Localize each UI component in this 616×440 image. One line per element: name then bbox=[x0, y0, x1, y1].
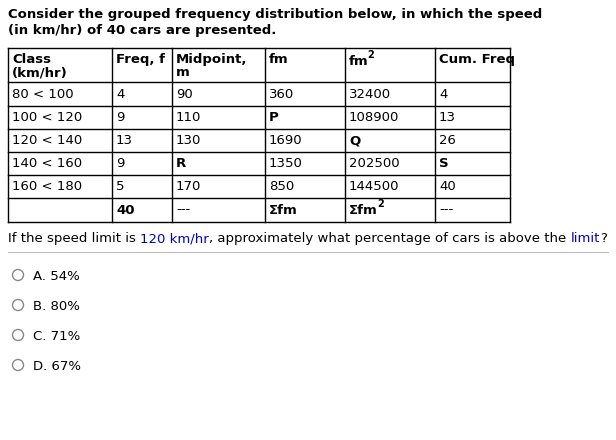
Text: 120 km/hr: 120 km/hr bbox=[140, 232, 209, 245]
Text: 2: 2 bbox=[367, 50, 374, 60]
Text: 26: 26 bbox=[439, 134, 456, 147]
Text: 202500: 202500 bbox=[349, 157, 400, 170]
Text: 1350: 1350 bbox=[269, 157, 303, 170]
Text: Σfm: Σfm bbox=[349, 203, 378, 216]
Text: Freq, f: Freq, f bbox=[116, 53, 165, 66]
Text: 9: 9 bbox=[116, 111, 124, 124]
Text: 108900: 108900 bbox=[349, 111, 399, 124]
Text: ---: --- bbox=[439, 203, 453, 216]
Text: 360: 360 bbox=[269, 88, 294, 100]
Text: Cum. Freq: Cum. Freq bbox=[439, 53, 515, 66]
Text: P: P bbox=[269, 111, 279, 124]
Text: 90: 90 bbox=[176, 88, 193, 100]
Text: Consider the grouped frequency distribution below, in which the speed: Consider the grouped frequency distribut… bbox=[8, 8, 542, 21]
Text: 140 < 160: 140 < 160 bbox=[12, 157, 82, 170]
Text: 2: 2 bbox=[377, 199, 384, 209]
Text: 13: 13 bbox=[116, 134, 133, 147]
Text: B. 80%: B. 80% bbox=[33, 300, 80, 313]
Text: C. 71%: C. 71% bbox=[33, 330, 80, 343]
Text: 1690: 1690 bbox=[269, 134, 302, 147]
Text: 32400: 32400 bbox=[349, 88, 391, 100]
Text: 160 < 180: 160 < 180 bbox=[12, 180, 82, 193]
Text: 120 < 140: 120 < 140 bbox=[12, 134, 83, 147]
Text: If the speed limit is: If the speed limit is bbox=[8, 232, 140, 245]
Text: A. 54%: A. 54% bbox=[33, 270, 79, 283]
Text: fm: fm bbox=[349, 55, 368, 67]
Text: S: S bbox=[439, 157, 448, 170]
Text: D. 67%: D. 67% bbox=[33, 360, 81, 373]
Text: m: m bbox=[176, 66, 190, 79]
Text: limit: limit bbox=[570, 232, 600, 245]
Text: 4: 4 bbox=[116, 88, 124, 100]
Text: 170: 170 bbox=[176, 180, 201, 193]
Text: 40: 40 bbox=[439, 180, 456, 193]
Text: (in km/hr) of 40 cars are presented.: (in km/hr) of 40 cars are presented. bbox=[8, 24, 277, 37]
Text: 80 < 100: 80 < 100 bbox=[12, 88, 74, 100]
Text: 110: 110 bbox=[176, 111, 201, 124]
Text: 130: 130 bbox=[176, 134, 201, 147]
Text: , approximately what percentage of cars is above the: , approximately what percentage of cars … bbox=[209, 232, 570, 245]
Text: ?: ? bbox=[600, 232, 607, 245]
Text: Class: Class bbox=[12, 53, 51, 66]
Text: 5: 5 bbox=[116, 180, 124, 193]
Text: 144500: 144500 bbox=[349, 180, 400, 193]
Text: 40: 40 bbox=[116, 203, 134, 216]
Text: 13: 13 bbox=[439, 111, 456, 124]
Text: Midpoint,: Midpoint, bbox=[176, 53, 248, 66]
Text: 9: 9 bbox=[116, 157, 124, 170]
Text: 100 < 120: 100 < 120 bbox=[12, 111, 83, 124]
Text: fm: fm bbox=[269, 53, 289, 66]
Text: R: R bbox=[176, 157, 186, 170]
Text: Σfm: Σfm bbox=[269, 203, 298, 216]
Text: (km/hr): (km/hr) bbox=[12, 66, 68, 79]
Text: ---: --- bbox=[176, 203, 190, 216]
Text: Q: Q bbox=[349, 134, 360, 147]
Text: 4: 4 bbox=[439, 88, 447, 100]
Text: 850: 850 bbox=[269, 180, 294, 193]
